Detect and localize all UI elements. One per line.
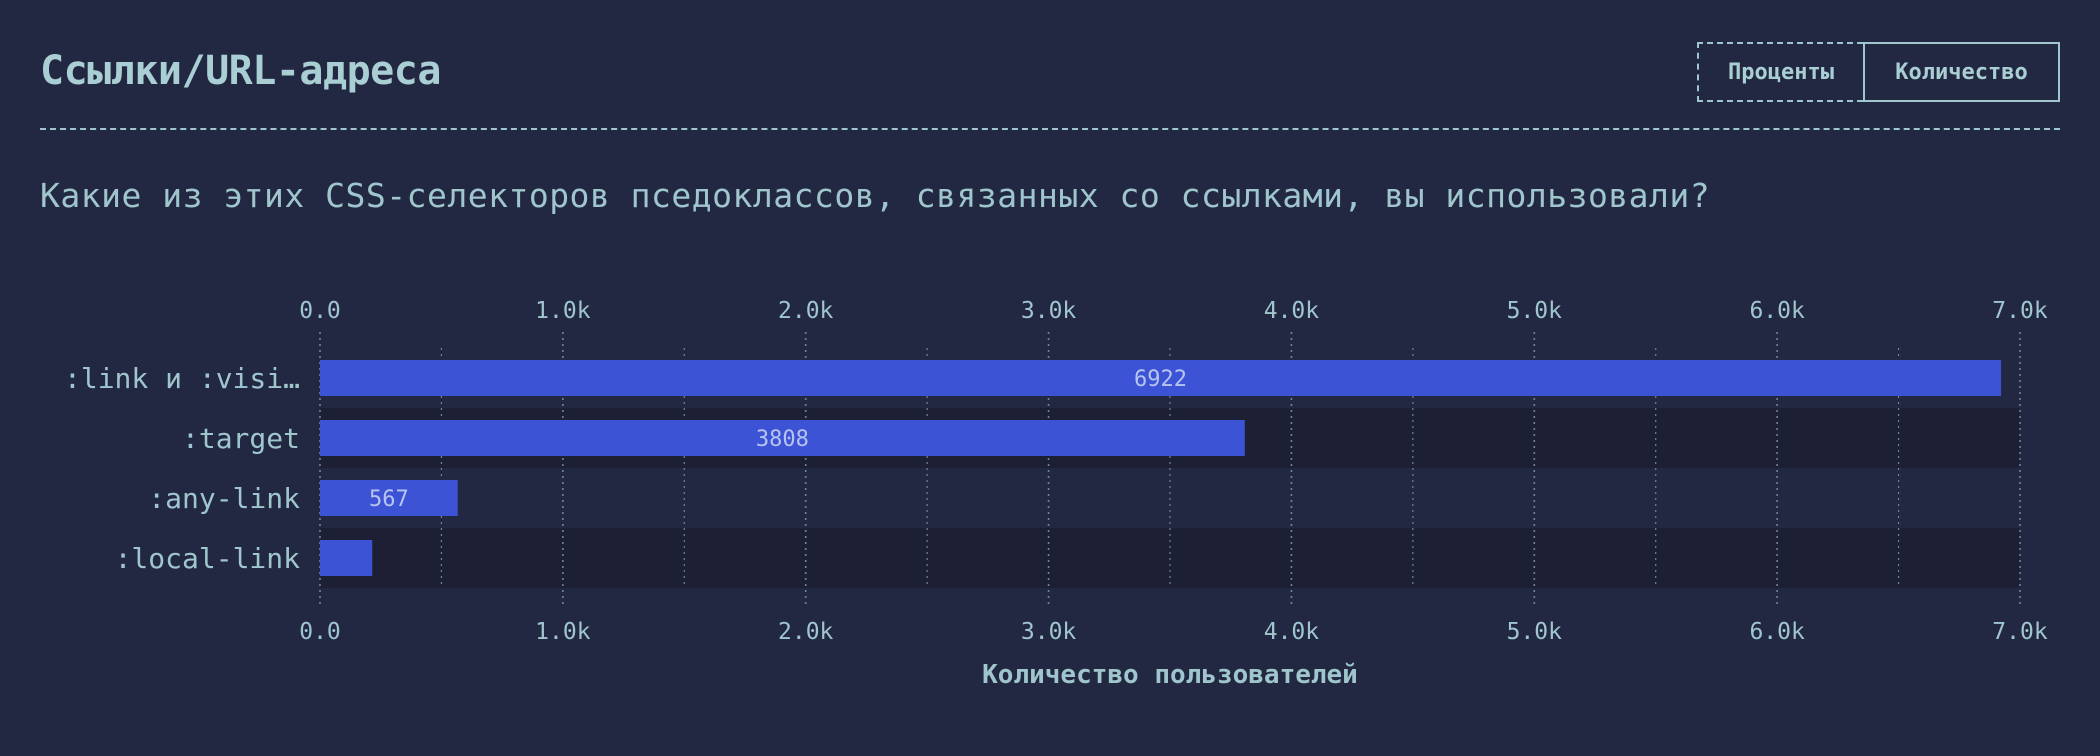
question-text: Какие из этих CSS-селекторов пседоклассо… [40, 176, 1711, 215]
x-tick-label-bottom: 3.0k [1021, 619, 1077, 645]
x-tick-label-top: 5.0k [1507, 298, 1563, 324]
count-toggle-button[interactable]: Количество [1863, 42, 2060, 102]
bar [320, 480, 458, 516]
x-tick-label-bottom: 0.0 [299, 619, 341, 645]
bar [320, 420, 1245, 456]
category-label: :link и :visi… [64, 362, 300, 395]
x-axis-title: Количество пользователей [982, 660, 1358, 690]
x-tick-label-bottom: 4.0k [1264, 619, 1320, 645]
bar [320, 360, 2002, 396]
x-tick-label-top: 6.0k [1749, 298, 1805, 324]
page-title: Ссылки/URL-адреса [40, 48, 441, 94]
x-tick-label-top: 3.0k [1021, 298, 1077, 324]
x-tick-label-bottom: 2.0k [778, 619, 834, 645]
x-tick-label-top: 0.0 [299, 298, 341, 324]
category-label: :target [182, 422, 300, 455]
x-tick-label-top: 1.0k [535, 298, 591, 324]
bar-value-label: 6922 [1134, 367, 1187, 392]
bar [320, 540, 373, 576]
units-toggle: Проценты Количество [1697, 42, 2060, 102]
x-tick-label-top: 7.0k [1992, 298, 2048, 324]
category-label: :local-link [115, 542, 301, 575]
x-tick-label-bottom: 7.0k [1992, 619, 2048, 645]
x-tick-label-bottom: 1.0k [535, 619, 591, 645]
x-tick-label-bottom: 5.0k [1507, 619, 1563, 645]
chart-header: Ссылки/URL-адреса Проценты Количество [40, 40, 2060, 130]
bar-value-label: 567 [369, 487, 409, 512]
percent-toggle-button[interactable]: Проценты [1697, 42, 1863, 102]
x-tick-label-bottom: 6.0k [1749, 619, 1805, 645]
bar-value-label: 3808 [756, 427, 809, 452]
category-label: :any-link [148, 482, 300, 515]
x-tick-label-top: 2.0k [778, 298, 834, 324]
x-tick-label-top: 4.0k [1264, 298, 1320, 324]
